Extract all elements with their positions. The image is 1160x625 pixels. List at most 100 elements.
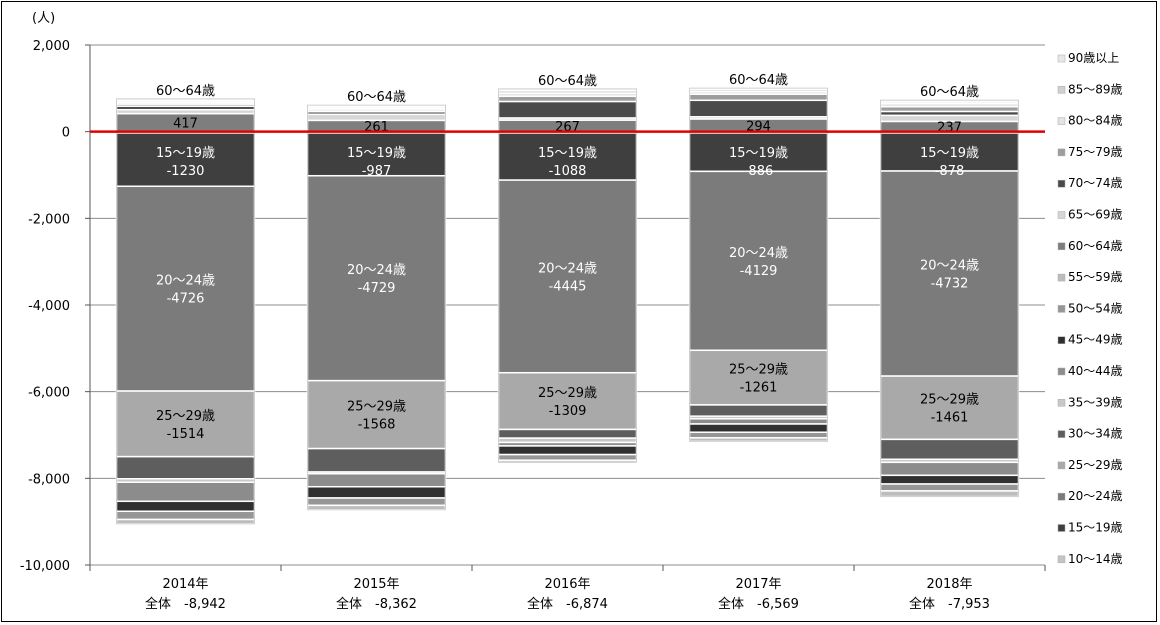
bar-outline [307, 104, 446, 511]
y-unit-label: (人) [32, 11, 55, 26]
bar-segment [879, 461, 1020, 477]
data-label-series-name: 60～64歳 [347, 90, 406, 105]
legend-swatch [1057, 179, 1066, 188]
legend-swatch [1057, 211, 1066, 219]
bar-segment [306, 504, 447, 511]
bar-segment [688, 418, 829, 425]
data-label-value: -1309 [549, 404, 587, 419]
data-label-series-name: 20～24歳 [156, 274, 215, 289]
bar-segment [306, 497, 447, 507]
bar-segment [879, 438, 1020, 461]
bar-segment [879, 483, 1020, 492]
legend-label: 50～54歳 [1068, 301, 1123, 315]
data-label-series-name: 15～19歳 [920, 146, 979, 161]
bar-segment [306, 472, 447, 488]
legend-label: 85～89歳 [1068, 82, 1123, 96]
legend-swatch [1057, 399, 1066, 407]
bar-segment [497, 428, 638, 439]
bar-segment [115, 510, 256, 521]
x-category-total-label: 全体 -7,953 [909, 596, 990, 612]
legend-label: 30～34歳 [1068, 427, 1123, 441]
legend-swatch [1057, 305, 1066, 313]
legend-label: 15～19歳 [1068, 521, 1123, 535]
data-label-value: -4732 [931, 277, 969, 292]
data-label-series-name: 20～24歳 [347, 263, 406, 278]
data-label-value: -4445 [549, 279, 587, 294]
bar-segment [115, 132, 256, 188]
data-label-series-name: 20～24歳 [538, 261, 597, 276]
data-label-series-name: 15～19歳 [729, 146, 788, 161]
legend-swatch [1057, 430, 1066, 438]
legend-label: 40～44歳 [1068, 364, 1123, 378]
bar-segment [879, 170, 1020, 377]
bar-segment [306, 447, 447, 473]
bar-segment [688, 349, 829, 406]
data-label-series-name: 25～29歳 [538, 386, 597, 401]
data-label-value: -4726 [167, 292, 205, 307]
legend-swatch [1057, 86, 1066, 94]
legend-label: 65～69歳 [1068, 208, 1123, 222]
legend-label: 55～59歳 [1068, 270, 1123, 284]
bar-segment [497, 453, 638, 461]
data-label-value: -878 [935, 164, 965, 179]
bar-segment [879, 474, 1020, 485]
legend-label: 45～49歳 [1068, 333, 1123, 347]
x-category-total-label: 全体 -8,942 [145, 596, 226, 612]
data-label-series-name: 20～24歳 [729, 246, 788, 261]
data-label-series-name: 15～19歳 [538, 146, 597, 161]
data-label-series-name: 60～64歳 [920, 85, 979, 100]
legend-swatch [1057, 492, 1066, 501]
legend-swatch [1057, 242, 1066, 251]
x-category-label: 2016年 [544, 577, 590, 592]
y-tick-label: 0 [62, 126, 70, 141]
legend-label: 35～39歳 [1068, 395, 1123, 409]
legend-swatch [1057, 273, 1066, 282]
legend-label: 70～74歳 [1068, 176, 1123, 190]
data-label-value: -1230 [167, 164, 205, 179]
bar-segment [688, 423, 829, 433]
data-label-value: -987 [362, 164, 392, 179]
data-label-value: 417 [173, 117, 198, 132]
data-label-value: -1568 [358, 418, 396, 433]
x-category-total-label: 全体 -6,874 [527, 596, 608, 612]
bar-segment [688, 404, 829, 417]
bar-segment [688, 132, 829, 173]
y-tick-label: -10,000 [20, 559, 70, 574]
legend-label: 80～84歳 [1068, 114, 1123, 128]
data-label-value: -1088 [549, 164, 587, 179]
data-label-value: -4729 [358, 281, 396, 296]
legend-swatch [1057, 524, 1066, 532]
bar-segment [688, 170, 829, 352]
x-category-total-label: 全体 -8,362 [336, 596, 417, 612]
x-category-label: 2017年 [735, 577, 781, 592]
bar-segment [497, 95, 638, 103]
bar-segment [115, 455, 256, 480]
legend-swatch [1057, 54, 1066, 63]
bar-segment [115, 500, 256, 513]
bar-segment [306, 379, 447, 450]
bar-segment [688, 99, 829, 118]
bar-segment [115, 518, 256, 525]
data-label-series-name: 60～64歳 [156, 84, 215, 99]
bar-outline [689, 87, 828, 442]
data-label-value: 237 [937, 121, 962, 136]
bar-segment [688, 431, 829, 439]
legend-label: 10～14歳 [1068, 552, 1123, 566]
bar-segment [497, 179, 638, 374]
data-label-value: -1514 [167, 427, 205, 442]
bar-segment [497, 371, 638, 431]
bar-outline [116, 98, 255, 525]
legend-swatch [1057, 148, 1066, 157]
data-label-series-name: 15～19歳 [156, 146, 215, 161]
data-label-series-name: 25～29歳 [920, 393, 979, 408]
bar-outline [880, 99, 1019, 498]
data-label-value: -886 [744, 164, 774, 179]
bar-segment [115, 481, 256, 503]
data-label-value: -1461 [931, 411, 969, 426]
data-label-series-name: 60～64歳 [729, 73, 788, 88]
y-tick-label: 2,000 [33, 39, 70, 54]
x-category-total-label: 全体 -6,569 [718, 596, 799, 612]
x-category-label: 2015年 [353, 577, 399, 592]
